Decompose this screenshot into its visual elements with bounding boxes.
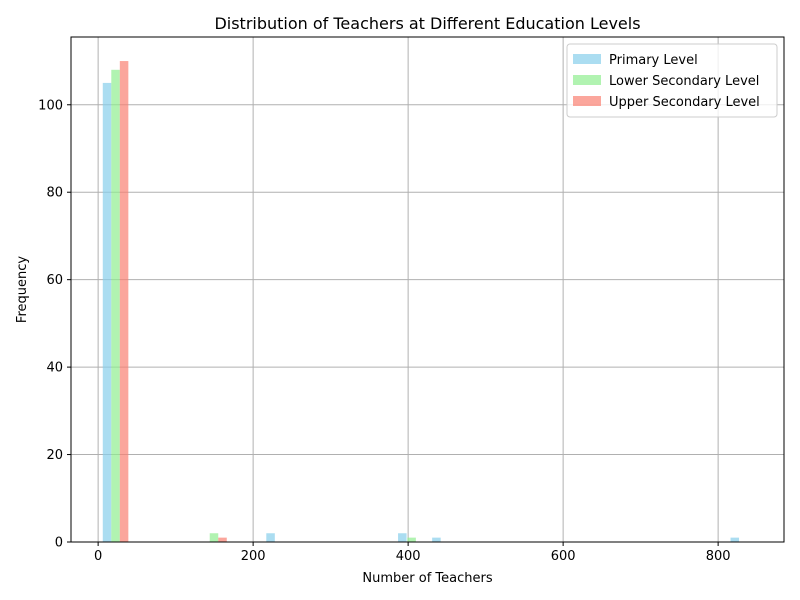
- legend-label: Lower Secondary Level: [609, 74, 759, 89]
- x-tick-label: 600: [551, 549, 576, 564]
- y-tick-label: 0: [55, 536, 63, 551]
- bar-series-1: [730, 537, 740, 542]
- bar-series-1: [102, 82, 112, 542]
- bar-series-2: [407, 537, 416, 542]
- legend-label: Primary Level: [609, 53, 698, 68]
- x-tick-label: 200: [241, 549, 266, 564]
- chart-title: Distribution of Teachers at Different Ed…: [214, 14, 640, 33]
- x-tick-label: 400: [396, 549, 421, 564]
- bars: [102, 61, 740, 543]
- y-axis-ticks: 0 20 40 60 80 100: [38, 98, 71, 551]
- legend-swatch: [573, 75, 601, 85]
- x-tick-label: 0: [94, 549, 102, 564]
- legend-swatch: [573, 96, 601, 106]
- x-axis-ticks: 0 200 400 600 800: [94, 542, 731, 564]
- bar-series-2: [111, 69, 120, 542]
- legend-box: [566, 43, 778, 118]
- y-tick-label: 40: [46, 361, 63, 376]
- bar-series-1: [398, 533, 407, 542]
- legend-label: Upper Secondary Level: [609, 95, 760, 110]
- bar-series-1: [432, 537, 441, 542]
- bar-series-3: [218, 537, 227, 542]
- y-axis-label: Frequency: [15, 256, 30, 323]
- y-tick-label: 100: [38, 98, 63, 113]
- legend-swatch: [573, 54, 601, 64]
- plot-frame: [70, 36, 785, 543]
- bar-series-1: [266, 533, 275, 542]
- bar-series-2: [209, 533, 219, 542]
- y-tick-label: 20: [46, 448, 63, 463]
- legend: Primary Level Lower Secondary Level Upper …: [566, 43, 778, 118]
- y-tick-label: 80: [46, 186, 63, 201]
- x-tick-label: 800: [706, 549, 731, 564]
- x-axis-label: Number of Teachers: [362, 571, 492, 586]
- bar-series-3: [119, 61, 129, 543]
- y-tick-label: 60: [46, 273, 63, 288]
